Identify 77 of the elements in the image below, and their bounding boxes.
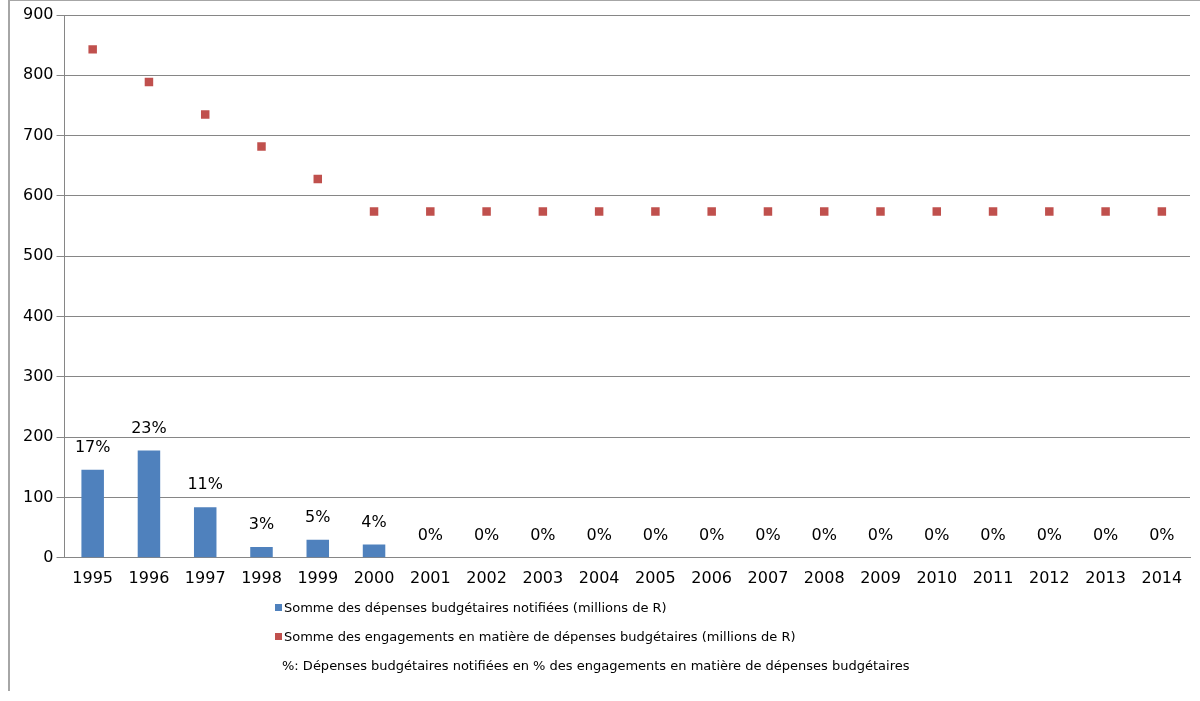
point <box>200 110 210 119</box>
x-tick-label: 2003 <box>522 567 564 587</box>
annotation: 3% <box>248 514 275 534</box>
annotation: 0% <box>811 524 837 544</box>
bar <box>306 539 330 558</box>
x-tick-label: 1999 <box>297 567 339 587</box>
annotation: 23% <box>131 417 167 437</box>
annotation: 0% <box>417 524 444 544</box>
x-tick-label: 2004 <box>578 567 620 587</box>
bar <box>193 507 217 558</box>
x-tick-label: 2001 <box>409 567 451 587</box>
x-tick-label: 2005 <box>635 567 676 587</box>
x-tick-label: 1996 <box>128 567 170 587</box>
x-tick-label: 1998 <box>241 567 282 587</box>
point <box>1045 207 1054 216</box>
y-tick-label: 700 <box>22 124 54 144</box>
point <box>88 45 97 54</box>
point <box>482 207 491 216</box>
annotation: 0% <box>924 524 950 544</box>
x-tick-label: 2013 <box>1085 567 1126 587</box>
annotation: 0% <box>1149 524 1175 544</box>
x-tick-label: 2011 <box>972 567 1014 587</box>
annotation: 0% <box>980 524 1006 544</box>
y-tick-label: 900 <box>22 4 54 24</box>
x-tick-label: 2012 <box>1028 567 1070 587</box>
y-tick-label: 0 <box>43 546 54 566</box>
annotation: 11% <box>187 474 223 494</box>
bar <box>362 544 386 558</box>
annotation: 0% <box>755 524 781 544</box>
x-tick-label: 1995 <box>72 567 114 587</box>
point <box>594 207 604 216</box>
x-tick-label: 2000 <box>353 567 395 587</box>
annotation: 0% <box>642 524 669 544</box>
point <box>819 207 829 216</box>
text: %: Dépenses budgétaires notifiées en % des engagements en matière de dépenses budgétaires <box>282 657 911 675</box>
point <box>538 207 548 216</box>
annotation: 0% <box>586 524 612 544</box>
x-tick-label: 2008 <box>803 567 845 587</box>
y-tick-label: 300 <box>22 366 54 386</box>
point <box>1101 207 1110 216</box>
annotation: 17% <box>74 436 111 456</box>
annotation: 0% <box>698 524 725 544</box>
x-tick-label: 2010 <box>916 567 958 587</box>
annotation: 5% <box>305 506 331 526</box>
x-tick-label: 2007 <box>747 567 789 587</box>
bar <box>81 469 104 558</box>
y-tick-label: 400 <box>22 305 54 325</box>
x-tick-label: 2014 <box>1141 567 1183 587</box>
point <box>1157 207 1167 216</box>
x-tick-label: 2002 <box>466 567 507 587</box>
point <box>707 207 716 216</box>
point <box>369 207 379 216</box>
y-tick-label: 600 <box>22 185 54 205</box>
point <box>932 207 942 216</box>
legend-label: Somme des dépenses budgétaires notifiées (millions de R) <box>284 600 667 615</box>
point <box>763 207 773 216</box>
x-tick-label: 2009 <box>860 567 901 587</box>
bar <box>137 450 161 558</box>
point <box>426 207 435 216</box>
x-tick-label: 1997 <box>184 567 226 587</box>
annotation: 0% <box>1036 524 1063 544</box>
y-tick-label: 100 <box>22 486 54 506</box>
annotation: 0% <box>1092 524 1119 544</box>
point <box>876 207 885 216</box>
annotation: 4% <box>361 511 387 531</box>
y-tick-label: 500 <box>22 245 54 265</box>
legend-label: Somme des engagements en matière de dépenses budgétaires (millions de R) <box>284 629 796 644</box>
annotation: 0% <box>867 524 894 544</box>
point <box>257 142 266 151</box>
point <box>651 207 660 216</box>
point <box>988 207 998 216</box>
x-tick-label: 2006 <box>691 567 733 587</box>
annotation: 0% <box>530 524 556 544</box>
bar <box>250 546 273 558</box>
y-tick-label: 200 <box>22 426 54 446</box>
annotation: 0% <box>473 524 500 544</box>
y-tick-label: 800 <box>22 64 54 84</box>
